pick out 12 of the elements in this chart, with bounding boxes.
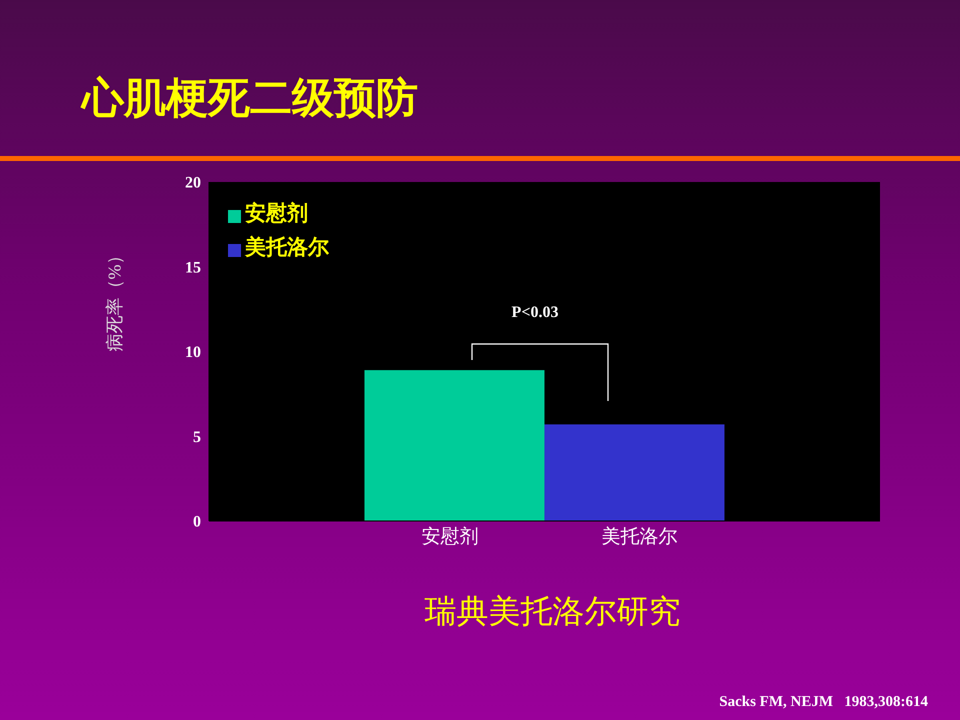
chart-title: 心肌梗死二级预防 [82,74,418,124]
y-tick-label: 0 [193,514,201,531]
legend-label: 美托洛尔 [245,235,329,259]
annotation: P<0.03 [510,304,560,322]
y-axis-title: 病死率（%） [104,246,124,352]
y-tick-label: 5 [193,428,201,446]
y-tick-label: 20 [185,174,201,192]
y-tick-label: 10 [185,344,201,362]
text: 瑞典美托洛尔研究 [424,592,682,631]
y-tick-label: 15 [185,259,201,276]
text: Sacks FM, NEJM 1983,308:614 [719,694,928,711]
legend-label: 安慰剂 [245,201,308,225]
